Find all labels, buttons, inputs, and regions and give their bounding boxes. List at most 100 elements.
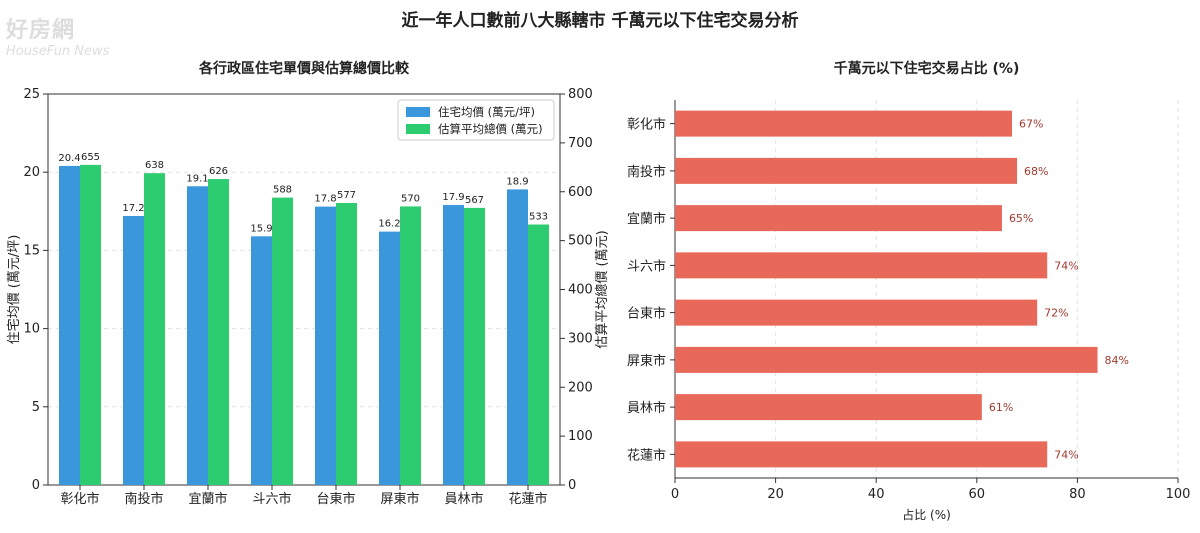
share-bar-label: 84% — [1105, 354, 1129, 367]
bar-unit-price — [379, 231, 400, 485]
share-bar-label: 67% — [1019, 118, 1043, 131]
bar-total-price-label: 588 — [273, 185, 292, 196]
share-bar-label: 74% — [1054, 259, 1078, 272]
bar-total-price — [80, 164, 101, 485]
right-y-tick-label: 400 — [568, 283, 593, 298]
share-bar — [675, 205, 1002, 232]
right-y-tick-label: 200 — [568, 380, 593, 395]
bar-unit-price — [507, 189, 528, 486]
x-tick-label: 40 — [868, 487, 885, 502]
x-tick-label: 員林市 — [444, 491, 483, 507]
watermark-line-2: HouseFun News — [6, 44, 110, 59]
page-title: 近一年人口數前八大縣轄市 千萬元以下住宅交易分析 — [401, 11, 799, 31]
right-y-tick-label: 300 — [568, 331, 593, 346]
left-y-tick-label: 10 — [23, 322, 40, 337]
legend-label-unit-price: 住宅均價 (萬元/坪) — [438, 105, 535, 119]
share-bar — [675, 441, 1048, 468]
watermark-line-1: 好房網 — [6, 18, 76, 43]
x-tick-label: 宜蘭市 — [188, 491, 227, 507]
y-tick-label: 台東市 — [627, 306, 666, 322]
x-tick-label: 80 — [1069, 487, 1086, 502]
bar-unit-price-label: 19.1 — [186, 173, 208, 184]
x-tick-label: 彰化市 — [60, 491, 99, 507]
left-y-tick-label: 25 — [23, 87, 40, 102]
x-tick-label: 0 — [671, 487, 679, 502]
bar-total-price — [336, 202, 357, 485]
y-tick-label: 員林市 — [627, 400, 666, 416]
share-bar-label: 68% — [1024, 165, 1048, 178]
bar-unit-price-label: 16.2 — [378, 219, 400, 230]
right-y-tick-label: 600 — [568, 185, 593, 200]
x-tick-label: 花蓮市 — [508, 491, 547, 507]
x-tick-label: 斗六市 — [252, 491, 291, 507]
bar-total-price-label: 570 — [401, 193, 420, 204]
bar-total-price-label: 655 — [81, 152, 100, 163]
left-y-tick-label: 5 — [32, 400, 40, 415]
share-bar — [675, 252, 1048, 279]
left-chart-unit-and-total-price: 各行政區住宅單價與估算總價比較 0 5 10 15 20 25 0 100 200 300 400 50… — [7, 60, 610, 507]
left-y-tick-label: 15 — [23, 243, 40, 258]
x-tick-label: 南投市 — [124, 491, 163, 507]
bar-total-price — [208, 179, 229, 486]
legend-box — [397, 99, 555, 141]
share-bar — [675, 299, 1038, 326]
share-bar-label: 74% — [1054, 448, 1078, 461]
y-tick-label: 宜蘭市 — [627, 211, 666, 227]
bar-unit-price — [123, 215, 144, 485]
bar-unit-price — [315, 206, 336, 485]
bar-total-price-label: 577 — [337, 190, 356, 201]
left-y-axis-title: 住宅均價 (萬元/坪) — [7, 235, 22, 345]
legend-swatch-unit-price — [406, 107, 430, 117]
right-chart-title: 千萬元以下住宅交易占比 (%) — [834, 60, 1020, 77]
x-tick-label: 20 — [767, 487, 784, 502]
y-tick-label: 彰化市 — [627, 117, 666, 133]
bar-total-price — [400, 206, 421, 485]
share-bar — [675, 110, 1013, 137]
bar-total-price — [528, 224, 549, 485]
share-bar-label: 72% — [1044, 307, 1068, 320]
bar-unit-price-label: 18.9 — [506, 176, 528, 187]
bar-unit-price — [443, 205, 464, 485]
x-tick-label: 屏東市 — [380, 491, 419, 507]
legend-swatch-total-price — [406, 124, 430, 134]
share-bar-label: 65% — [1009, 212, 1033, 225]
bar-unit-price-label: 20.4 — [58, 153, 80, 164]
bar-total-price — [464, 207, 485, 485]
x-tick-label: 60 — [969, 487, 986, 502]
left-y-tick-label: 20 — [23, 165, 40, 180]
bar-unit-price — [59, 165, 80, 485]
share-bar — [675, 346, 1098, 373]
right-y-axis-title: 估算平均總價 (萬元) — [594, 230, 610, 348]
bar-unit-price-label: 17.9 — [442, 192, 464, 203]
bar-unit-price-label: 17.8 — [314, 194, 336, 205]
share-bar-label: 61% — [989, 401, 1013, 414]
y-tick-label: 花蓮市 — [627, 447, 666, 463]
legend-label-total-price: 估算平均總價 (萬元) — [438, 122, 543, 136]
y-tick-label: 南投市 — [627, 164, 666, 180]
bar-total-price-label: 626 — [209, 166, 228, 177]
y-tick-label: 斗六市 — [627, 258, 666, 274]
bar-unit-price — [187, 186, 208, 485]
right-x-axis-title: 占比 (%) — [902, 507, 951, 522]
right-y-tick-label: 100 — [568, 429, 593, 444]
share-bar — [675, 157, 1018, 184]
right-y-tick-label: 800 — [568, 87, 593, 102]
left-chart-title: 各行政區住宅單價與估算總價比較 — [198, 60, 410, 77]
right-y-tick-label: 700 — [568, 136, 593, 151]
right-chart-share-under-10m: 千萬元以下住宅交易占比 (%) 0 20 40 60 80 100 占比 (%) 67% 彰化市 6… — [627, 60, 1190, 522]
share-bar — [675, 394, 982, 421]
bar-total-price — [144, 173, 165, 486]
watermark-logo: 好房網 HouseFun News — [6, 12, 176, 60]
bar-unit-price-label: 15.9 — [250, 223, 272, 234]
y-tick-label: 屏東市 — [627, 353, 666, 369]
bar-unit-price-label: 17.2 — [122, 203, 144, 214]
right-y-tick-label: 500 — [568, 234, 593, 249]
left-y-tick-label: 0 — [32, 478, 40, 493]
bar-total-price — [272, 197, 293, 486]
right-y-tick-label: 0 — [568, 478, 576, 493]
bar-total-price-label: 638 — [145, 160, 164, 171]
bar-total-price-label: 567 — [465, 195, 484, 206]
x-tick-label: 100 — [1166, 487, 1191, 502]
bar-total-price-label: 533 — [529, 211, 548, 222]
